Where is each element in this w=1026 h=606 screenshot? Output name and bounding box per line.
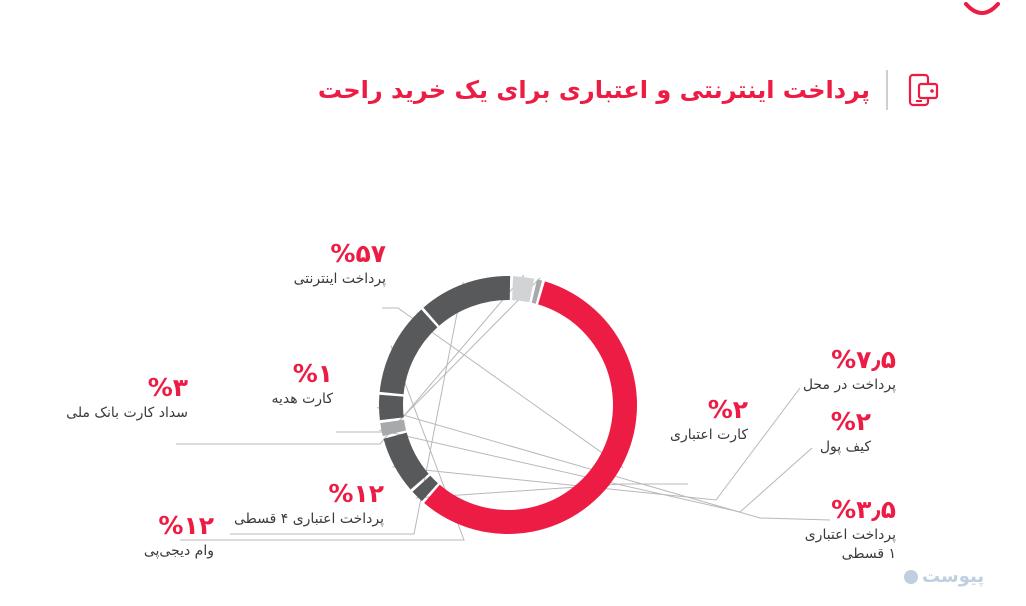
watermark-logo-icon: [904, 569, 918, 584]
leader-line: [382, 307, 624, 469]
slice-label: کارت هدیه: [271, 391, 333, 407]
donut-slice: [531, 279, 543, 304]
label-online-payment: %۵۷ پرداخت اینترنتی: [294, 240, 386, 289]
slice-percent: %۷٫۵: [831, 345, 896, 374]
label-credit-1-installment: %۳٫۵ پرداخت اعتباری ۱ قسطی: [796, 496, 896, 564]
page-header: پرداخت اینترنتی و اعتباری برای یک خرید ر…: [318, 68, 942, 112]
donut-slice: [412, 475, 438, 502]
slice-label: سداد کارت بانک ملی: [66, 405, 188, 421]
header-divider: [886, 70, 888, 110]
brand-mark-icon: [964, 2, 1000, 15]
label-digipay-loan: %۱۲ وام دیجی‌پی: [144, 512, 214, 561]
label-cash-on-delivery: %۷٫۵ پرداخت در محل: [803, 346, 896, 395]
donut-slice: [512, 276, 535, 303]
wallet-phone-icon: [904, 71, 942, 109]
slice-percent: %۵۷: [330, 239, 386, 268]
label-sadad-card: %۳ سداد کارت بانک ملی: [66, 374, 188, 423]
page-title: پرداخت اینترنتی و اعتباری برای یک خرید ر…: [317, 76, 870, 104]
slice-percent: %۱: [292, 359, 333, 388]
slice-percent: %۲: [707, 395, 748, 424]
donut-slice: [379, 394, 404, 421]
slice-percent: %۳: [147, 373, 188, 402]
leader-line: [415, 483, 688, 499]
slice-label: پرداخت در محل: [802, 377, 896, 393]
label-credit-card: %۲ کارت اعتباری: [670, 396, 748, 445]
leader-line: [392, 387, 801, 501]
slice-label: پرداخت اعتباری ۱ قسطی: [804, 527, 896, 562]
slice-label: کیف پول: [819, 439, 871, 455]
leader-line: [176, 274, 525, 445]
donut-slice: [423, 276, 511, 326]
slice-percent: %۳٫۵: [831, 495, 896, 524]
slice-label: کارت اعتباری: [670, 427, 748, 443]
slice-label: پرداخت اعتباری ۴ قسطی: [233, 511, 384, 527]
donut-slice: [379, 309, 438, 395]
slice-percent: %۲: [830, 407, 871, 436]
watermark: پیوست: [904, 566, 984, 587]
leader-line: [376, 407, 831, 521]
donut-slice: [380, 419, 407, 437]
slice-percent: %۱۲: [328, 479, 384, 508]
slice-label: وام دیجی‌پی: [143, 543, 214, 559]
label-credit-4-installment: %۱۲ پرداخت اعتباری ۴ قسطی: [234, 480, 384, 529]
slice-label: پرداخت اینترنتی: [293, 271, 386, 287]
slice-percent: %۱۲: [158, 511, 214, 540]
label-gift-card: %۱ کارت هدیه: [272, 360, 333, 409]
donut-slice: [383, 432, 429, 490]
label-wallet: %۲ کیف پول: [820, 408, 871, 457]
watermark-text: پیوست: [922, 566, 985, 587]
leader-line: [180, 345, 465, 541]
donut-slice: [424, 281, 637, 534]
